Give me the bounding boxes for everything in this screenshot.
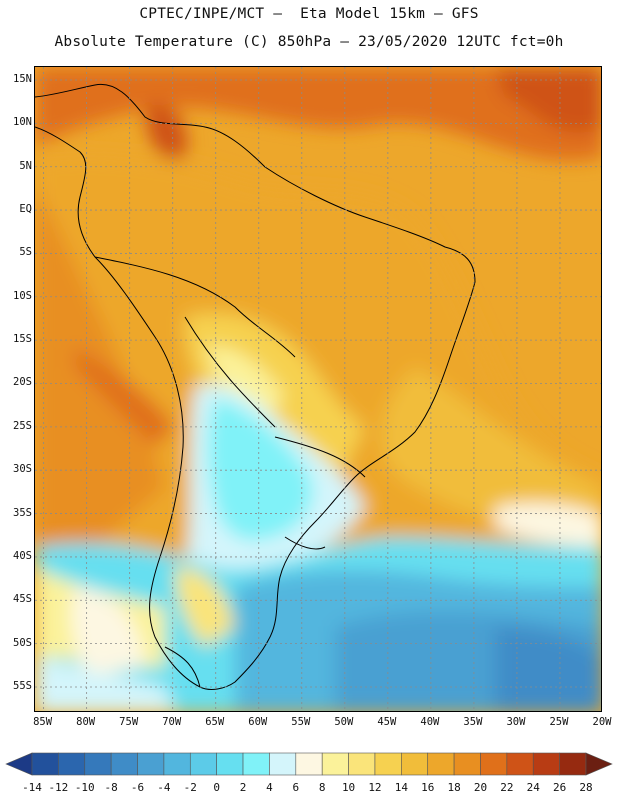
- colorbar-min-triangle: [5, 752, 33, 776]
- lat-tick-label: 5N: [19, 159, 32, 172]
- map-panel: [34, 66, 602, 712]
- lat-tick-label: 5S: [19, 246, 32, 259]
- colorbar-bin: [374, 752, 402, 776]
- colorbar-bin: [163, 752, 191, 776]
- lat-tick-label: 10S: [13, 289, 32, 302]
- colorbar-tick-label: -2: [183, 781, 197, 794]
- colorbar-bin: [506, 752, 534, 776]
- colorbar-tick-label: -8: [104, 781, 118, 794]
- colorbar-tick-label: 8: [318, 781, 326, 794]
- lon-tick-label: 45W: [377, 716, 397, 728]
- lat-tick-label: 15S: [13, 333, 32, 346]
- lon-tick-label: 20W: [592, 716, 612, 728]
- colorbar-bin: [427, 752, 455, 776]
- colorbar-tick-label: 14: [394, 781, 408, 794]
- lon-tick-label: 35W: [463, 716, 483, 728]
- lon-tick-label: 80W: [76, 716, 96, 728]
- colorbar-bin: [216, 752, 244, 776]
- lat-tick-label: 30S: [13, 463, 32, 476]
- colorbar-bin: [110, 752, 138, 776]
- lon-tick-label: 65W: [205, 716, 225, 728]
- lon-tick-label: 70W: [162, 716, 182, 728]
- colorbar-bin: [559, 752, 587, 776]
- colorbar-tick-label: 28: [579, 781, 593, 794]
- colorbar-tick-label: -10: [74, 781, 95, 794]
- colorbar-tick-label: 6: [292, 781, 300, 794]
- colorbar: [5, 752, 613, 776]
- colorbar-tick-label: -12: [48, 781, 69, 794]
- lat-tick-label: 45S: [13, 593, 32, 606]
- colorbar-max-triangle: [585, 752, 613, 776]
- colorbar-tick-label: 10: [341, 781, 356, 794]
- lat-tick-label: 15N: [13, 73, 32, 85]
- colorbar-tick-label: 2: [239, 781, 247, 794]
- colorbar-tick-label: 12: [368, 781, 382, 794]
- colorbar-bin: [242, 752, 270, 776]
- lon-tick-label: 30W: [506, 716, 526, 728]
- lat-tick-label: EQ: [19, 203, 32, 216]
- lon-tick-label: 40W: [420, 716, 440, 728]
- lat-tick-label: 35S: [13, 506, 32, 519]
- lat-tick-label: 10N: [13, 116, 32, 129]
- coastlines: [35, 83, 476, 690]
- lat-tick-label: 55S: [13, 679, 32, 692]
- colorbar-tick-label: 24: [526, 781, 540, 794]
- colorbar-tick-label: 18: [447, 781, 461, 794]
- lon-tick-label: 60W: [248, 716, 268, 728]
- lat-tick-label: 20S: [13, 376, 32, 389]
- colorbar-tick-label: 16: [421, 781, 435, 794]
- chart-title-line1: CPTEC/INPE/MCT – Eta Model 15km – GFS: [139, 6, 479, 22]
- colorbar-tick-label: 26: [552, 781, 567, 794]
- colorbar-bin: [321, 752, 349, 776]
- colorbar-tick-label: -14: [22, 781, 42, 794]
- chart-title-line2: Absolute Temperature (C) 850hPa – 23/05/…: [54, 34, 564, 50]
- lon-tick-label: 75W: [119, 716, 139, 728]
- lat-tick-label: 40S: [13, 549, 32, 562]
- temperature-map: [35, 67, 601, 711]
- lon-tick-label: 50W: [334, 716, 354, 728]
- lon-tick-label: 55W: [291, 716, 311, 728]
- lat-tick-label: 50S: [13, 636, 32, 649]
- colorbar-tick-label: 20: [473, 781, 488, 794]
- colorbar-bin: [532, 752, 560, 776]
- colorbar-bin: [453, 752, 481, 776]
- colorbar-bin: [295, 752, 323, 776]
- colorbar-bin: [401, 752, 429, 776]
- colorbar-bin: [84, 752, 112, 776]
- colorbar-tick-label: 4: [266, 781, 273, 794]
- colorbar-bin: [480, 752, 508, 776]
- colorbar-bin: [348, 752, 376, 776]
- colorbar-bin: [31, 752, 59, 776]
- colorbar-tick-label: 0: [213, 781, 220, 794]
- lat-tick-label: 25S: [13, 419, 32, 432]
- temperature-field: [35, 67, 601, 711]
- colorbar-bin: [269, 752, 297, 776]
- colorbar-bin: [189, 752, 217, 776]
- colorbar-bin: [137, 752, 165, 776]
- colorbar-bin: [58, 752, 86, 776]
- lon-tick-label: 25W: [549, 716, 569, 728]
- colorbar-tick-label: -4: [157, 781, 171, 794]
- colorbar-tick-label: -6: [130, 781, 145, 794]
- colorbar-tick-label: 22: [500, 781, 514, 794]
- lon-tick-label: 85W: [33, 716, 53, 728]
